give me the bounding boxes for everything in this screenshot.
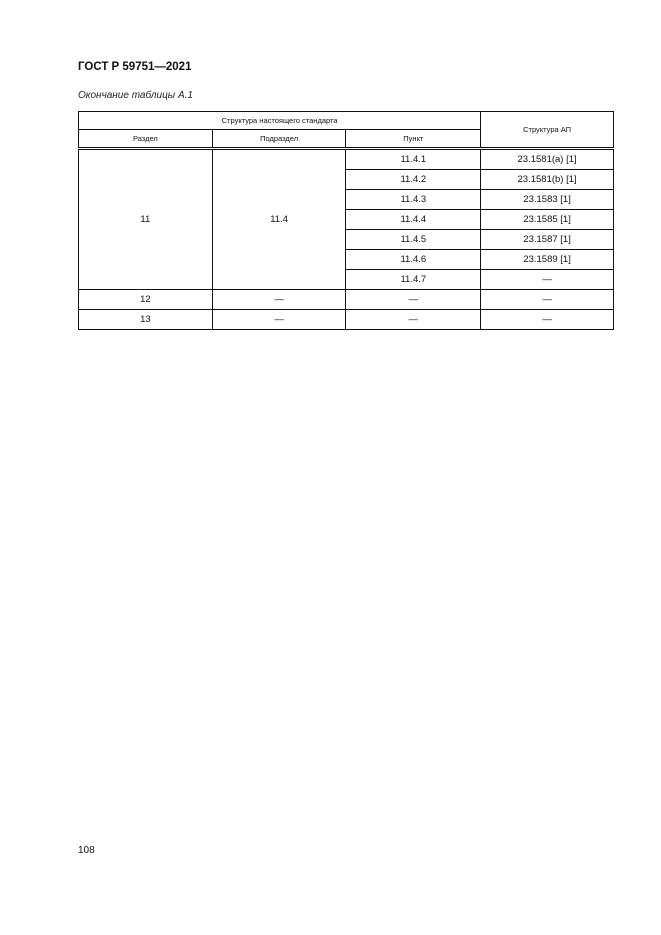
group-header: Структура настоящего стандарта	[77, 111, 482, 130]
col-header: Пункт	[345, 129, 482, 150]
col-header: Раздел	[78, 129, 213, 150]
table-row: 11 11.4 11.4.1 23.1581(a) [1]	[78, 148, 614, 290]
subsection-cell: —	[211, 309, 347, 330]
ap-cell: —	[480, 289, 614, 310]
item-cell: 11.4.5	[345, 229, 482, 250]
item-cell: —	[345, 309, 482, 330]
ap-cell: 23.1585 [1]	[480, 209, 614, 230]
mapping-table: Структура настоящего стандарта Структура…	[77, 111, 614, 330]
table-row: 12— — —	[78, 289, 614, 310]
ap-cell: 23.1581(b) [1]	[480, 169, 614, 190]
table-row: 11.4.2 23.1581(b) [1]	[79, 169, 614, 190]
item-cell: 11.4.6	[345, 249, 482, 270]
subsection-cell: —	[211, 289, 347, 310]
item-cell: 11.4.3	[345, 189, 482, 210]
ap-cell: 23.1587 [1]	[480, 229, 614, 250]
table-row: 11.4.7—	[79, 269, 614, 290]
item-cell: 11.4.1	[345, 148, 482, 170]
ap-header: Структура АП	[480, 111, 614, 150]
section-cell: 13	[78, 309, 213, 330]
table-row: 11.4.3 23.1583 [1]	[79, 189, 614, 210]
item-cell: 11.4.7	[345, 269, 482, 290]
ap-cell: 23.1581(a) [1]	[480, 148, 614, 170]
table-row: 11.4.5 23.1587 [1]	[79, 229, 614, 250]
ap-cell: —	[480, 269, 614, 290]
document-title: ГОСТ Р 59751—2021	[78, 61, 192, 73]
ap-cell: 23.1589 [1]	[480, 249, 614, 270]
table-row: 11.4.6 23.1589 [1]	[79, 249, 614, 270]
ap-cell: 23.1583 [1]	[480, 189, 614, 210]
section-cell: 11	[78, 148, 213, 290]
item-cell: —	[345, 289, 482, 310]
col-header: Подраздел	[211, 129, 347, 150]
table-caption: Окончание таблицы А.1	[78, 90, 193, 101]
item-cell: 11.4.2	[345, 169, 482, 190]
page-number: 108	[78, 845, 95, 856]
subsection-cell: 11.4	[211, 148, 347, 290]
section-cell: 12	[78, 289, 213, 310]
table-row: 13— — —	[78, 309, 614, 330]
item-cell: 11.4.4	[345, 209, 482, 230]
ap-cell: —	[480, 309, 614, 330]
